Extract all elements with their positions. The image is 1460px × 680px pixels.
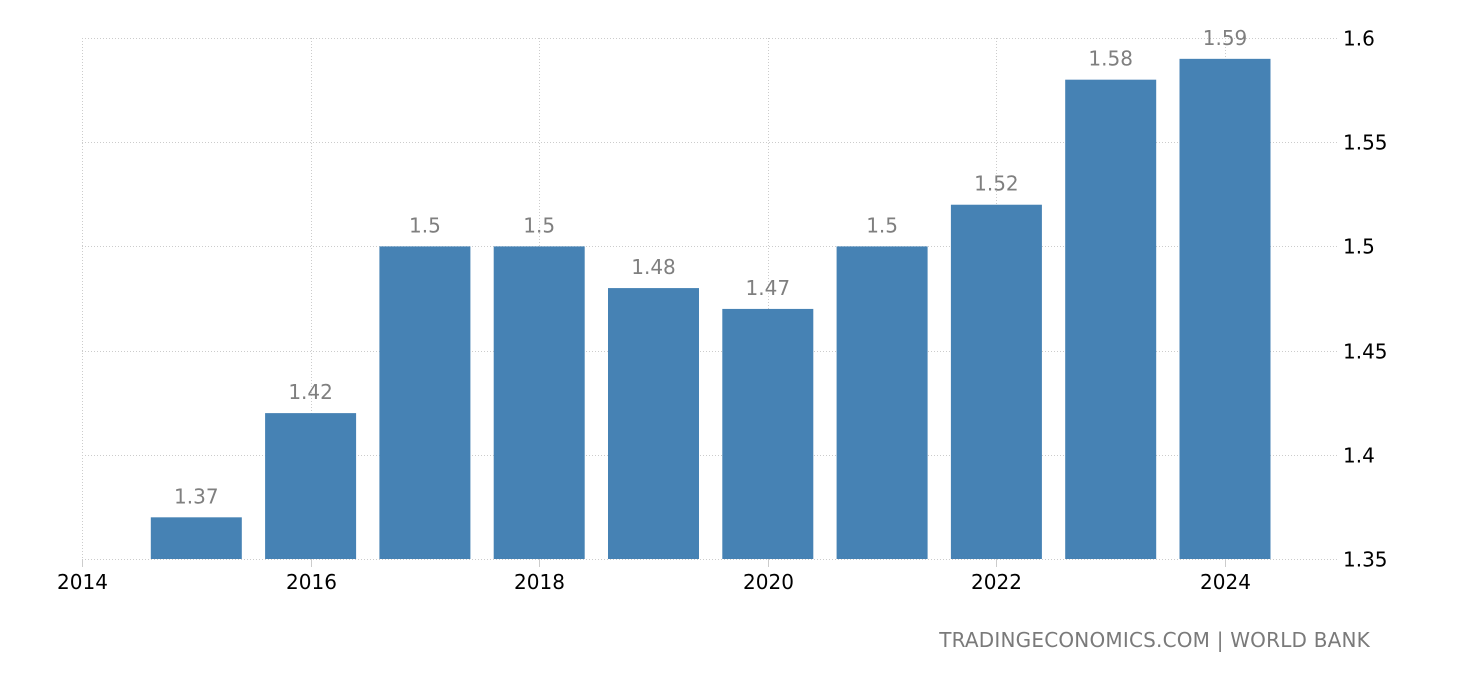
bars	[150, 58, 1271, 560]
bar-2018	[493, 246, 585, 559]
x-tick-label: 2022	[971, 570, 1022, 594]
x-axis: 2014 2016 2018 2020 2022 2024	[57, 559, 1251, 594]
gridlines	[82, 38, 1338, 560]
data-label-2017: 1.5	[409, 213, 441, 237]
x-tick-label: 2020	[743, 570, 794, 594]
bar-2017	[379, 246, 471, 559]
data-label-2024: 1.59	[1203, 26, 1248, 50]
bar-2019	[608, 288, 699, 559]
y-axis: 1.35 1.4 1.45 1.5 1.55 1.6	[1343, 27, 1388, 572]
data-label-2023: 1.58	[1088, 47, 1133, 71]
y-tick-label: 1.35	[1343, 548, 1388, 572]
data-label-2021: 1.5	[866, 213, 898, 237]
data-label-2015: 1.37	[174, 484, 219, 508]
x-tick-label: 2016	[286, 570, 337, 594]
y-tick-label: 1.4	[1343, 444, 1375, 468]
y-tick-label: 1.55	[1343, 131, 1388, 155]
y-tick-label: 1.5	[1343, 235, 1375, 259]
data-label-2022: 1.52	[974, 172, 1019, 196]
bar-2015	[150, 517, 242, 559]
bar-2021	[836, 246, 928, 559]
x-tick-label: 2024	[1200, 570, 1251, 594]
data-labels: 1.37 1.42 1.5 1.5 1.48 1.47 1.5 1.52 1.58 1.59	[174, 26, 1247, 508]
x-tick-label: 2018	[514, 570, 565, 594]
bar-2022	[950, 204, 1042, 559]
data-label-2019: 1.48	[631, 255, 676, 279]
x-tick-label: 2014	[57, 570, 108, 594]
bar-2020	[722, 308, 814, 559]
source-attribution: TRADINGECONOMICS.COM | WORLD BANK	[939, 628, 1370, 652]
bar-2023	[1065, 79, 1157, 560]
bar-2024	[1179, 58, 1271, 560]
bar-chart: 1.37 1.42 1.5 1.5 1.48 1.47 1.5 1.52 1.58 1.59 1.…	[57, 26, 1388, 594]
data-label-2016: 1.42	[288, 380, 333, 404]
y-tick-label: 1.45	[1343, 340, 1388, 364]
bar-2016	[265, 413, 357, 559]
data-label-2018: 1.5	[523, 213, 555, 237]
y-tick-label: 1.6	[1343, 27, 1375, 51]
data-label-2020: 1.47	[746, 276, 791, 300]
